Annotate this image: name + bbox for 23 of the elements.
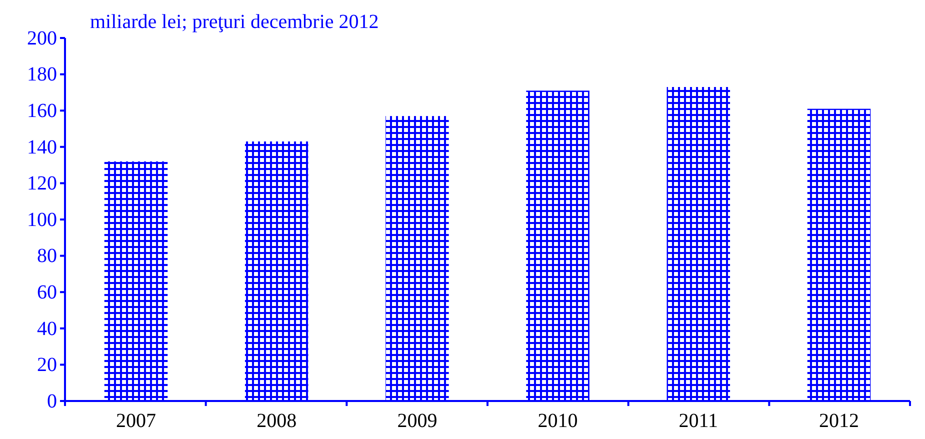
bar bbox=[526, 90, 590, 401]
y-tick-label: 40 bbox=[37, 318, 57, 340]
x-tick-label: 2007 bbox=[116, 410, 156, 432]
x-tick-label: 2009 bbox=[397, 410, 438, 432]
bar bbox=[666, 87, 730, 401]
x-tick-label: 2012 bbox=[818, 410, 859, 432]
x-tick-label: 2011 bbox=[678, 410, 718, 432]
y-tick-label: 120 bbox=[27, 172, 57, 195]
y-tick-label: 80 bbox=[37, 245, 57, 268]
y-tick-label: 140 bbox=[27, 136, 57, 158]
y-tick-label: 180 bbox=[27, 64, 57, 86]
x-tick-label: 2010 bbox=[538, 410, 578, 432]
y-axis-title: miliarde lei; preţuri decembrie 2012 bbox=[90, 11, 379, 33]
y-tick-label: 100 bbox=[27, 208, 57, 231]
bar bbox=[386, 116, 449, 401]
x-tick-label: 2008 bbox=[256, 410, 297, 432]
bar bbox=[807, 108, 871, 401]
y-tick-label: 200 bbox=[27, 27, 57, 50]
y-tick-label: 20 bbox=[37, 354, 57, 376]
y-tick-label: 160 bbox=[27, 100, 57, 122]
y-tick-label: 0 bbox=[47, 390, 57, 412]
bar bbox=[244, 141, 308, 401]
y-tick-label: 60 bbox=[37, 282, 57, 304]
